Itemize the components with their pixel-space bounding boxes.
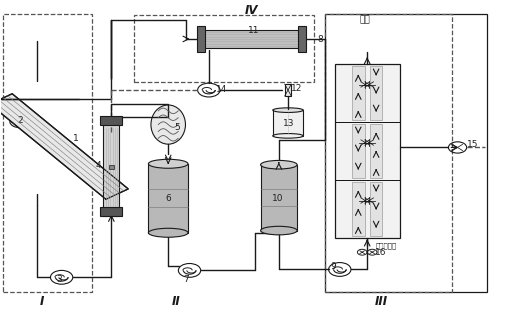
Text: 1: 1 xyxy=(73,134,79,143)
Bar xyxy=(325,14,487,292)
Text: 4: 4 xyxy=(96,161,101,170)
Text: 13: 13 xyxy=(284,118,295,128)
Bar xyxy=(201,30,302,48)
Text: 6: 6 xyxy=(165,194,171,203)
Text: 11: 11 xyxy=(248,26,259,35)
Bar xyxy=(370,182,382,236)
Ellipse shape xyxy=(151,105,185,144)
Bar xyxy=(335,64,400,238)
Bar xyxy=(352,182,364,236)
Bar xyxy=(3,14,92,292)
Text: 9: 9 xyxy=(330,262,336,271)
Ellipse shape xyxy=(273,134,303,138)
Text: II: II xyxy=(172,295,180,308)
Text: 被处理空气: 被处理空气 xyxy=(376,243,397,249)
Text: 14: 14 xyxy=(216,85,227,94)
Bar xyxy=(370,66,382,120)
Bar xyxy=(100,207,122,215)
Text: IV: IV xyxy=(245,4,259,17)
Bar xyxy=(103,118,120,215)
Text: 2: 2 xyxy=(17,116,23,125)
Text: 3: 3 xyxy=(56,275,62,284)
Bar xyxy=(370,124,382,178)
Bar xyxy=(149,164,188,233)
Ellipse shape xyxy=(149,159,188,168)
Circle shape xyxy=(10,115,30,128)
Text: 16: 16 xyxy=(375,248,386,257)
Bar xyxy=(261,165,297,231)
Bar xyxy=(298,26,306,52)
Bar xyxy=(325,14,453,292)
Bar xyxy=(108,165,114,169)
Ellipse shape xyxy=(261,226,297,235)
Bar xyxy=(273,110,303,136)
Ellipse shape xyxy=(261,160,297,169)
Bar xyxy=(134,15,314,82)
Text: 8: 8 xyxy=(318,35,323,44)
Text: 15: 15 xyxy=(467,140,478,149)
Ellipse shape xyxy=(149,228,188,237)
Bar xyxy=(100,116,122,125)
Text: 12: 12 xyxy=(291,84,302,93)
Text: III: III xyxy=(375,295,388,308)
Text: 送风: 送风 xyxy=(360,15,371,24)
Ellipse shape xyxy=(273,108,303,112)
Polygon shape xyxy=(0,94,128,199)
Bar xyxy=(352,66,364,120)
Text: 10: 10 xyxy=(272,194,283,203)
Bar xyxy=(197,26,205,52)
Bar xyxy=(352,124,364,178)
Text: I: I xyxy=(40,295,44,308)
Bar xyxy=(285,84,291,96)
Text: 5: 5 xyxy=(175,123,180,132)
Text: 7: 7 xyxy=(183,275,189,284)
